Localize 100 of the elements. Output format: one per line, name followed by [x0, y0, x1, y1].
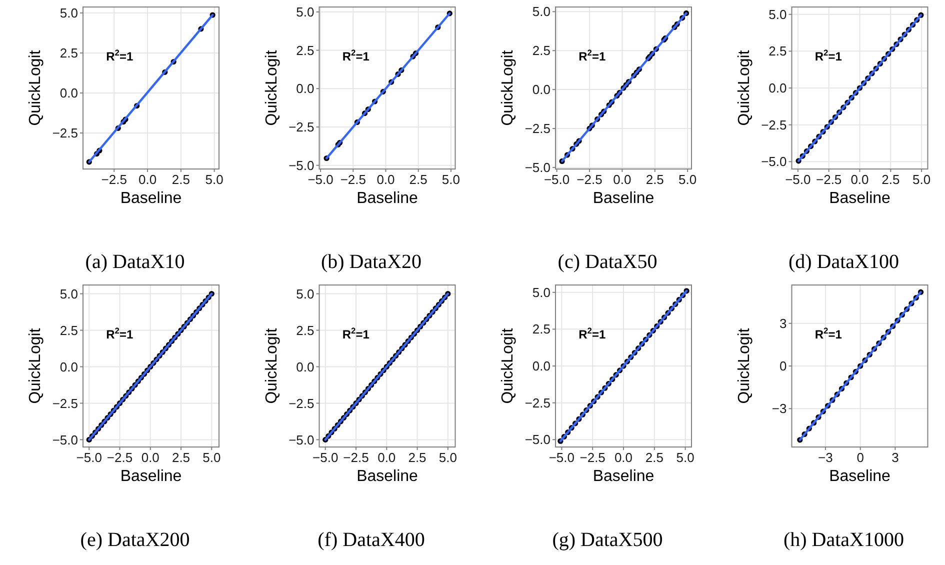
annotation: R$^{2}$=1: [814, 47, 842, 64]
y-tick-label: 2.5: [768, 44, 787, 59]
x-tick-label: −5.0: [548, 450, 575, 465]
x-tick-label: 2.5: [645, 450, 664, 465]
y-axis-title: QuickLogit: [736, 50, 753, 126]
y-tick-label: 5.0: [60, 286, 78, 302]
y-tick-label: −2.5: [524, 121, 550, 136]
text: (g) DataX500: [552, 529, 663, 551]
annotation: R$^{2}$=1: [342, 47, 370, 64]
y-tick-label: 3: [780, 316, 787, 331]
annotation: R$^{2}$=1: [106, 47, 134, 64]
x-axis-title: Baseline: [829, 468, 891, 485]
x-tick-label: 0.0: [138, 172, 157, 187]
x-tick-label: 5.0: [202, 450, 221, 465]
x-tick-label: −2.5: [106, 450, 133, 465]
y-tick-label: 0.0: [532, 358, 550, 374]
x-tick-label: 0.0: [613, 172, 632, 187]
y-tick-label: −5.0: [524, 160, 550, 175]
x-tick-label: 5.0: [205, 172, 224, 187]
y-tick-label: 5.0: [296, 4, 314, 20]
x-tick-label: 2.5: [646, 172, 664, 187]
x-axis-title: Baseline: [592, 468, 654, 485]
y-tick-label: 2.5: [296, 322, 314, 338]
y-tick-label: 0.0: [60, 86, 78, 101]
y-tick-label: −5.0: [288, 432, 314, 448]
text: (c) DataX50: [558, 251, 658, 273]
y-tick-label: −5.0: [524, 432, 550, 448]
x-tick-label: 2.5: [408, 450, 426, 465]
annotation: R$^{2}$=1: [578, 325, 606, 342]
text: (a) DataX10: [85, 251, 185, 273]
y-tick-label: −2.5: [288, 120, 314, 135]
x-tick-label: 3: [892, 450, 899, 465]
x-tick-label: 2.5: [409, 172, 428, 187]
y-axis-title: QuickLogit: [500, 50, 516, 126]
y-tick-label: 2.5: [532, 43, 550, 58]
text: (h) DataX1000: [783, 529, 904, 551]
y-tick-label: −2.5: [52, 396, 78, 411]
x-tick-label: 2.5: [882, 172, 900, 187]
y-axis-title: QuickLogit: [263, 328, 280, 404]
y-tick-label: 2.5: [532, 322, 550, 337]
x-tick-label: −2.5: [343, 450, 369, 465]
x-tick-label: 5.0: [912, 172, 931, 187]
y-tick-label: −2.5: [761, 117, 787, 132]
x-axis-title: Baseline: [829, 190, 891, 207]
annotation: R$^{2}$=1: [578, 47, 606, 64]
y-tick-label: 2.5: [60, 45, 78, 60]
x-tick-label: −2.5: [580, 450, 606, 465]
x-axis-title: Baseline: [120, 190, 182, 207]
text: (f) DataX400: [318, 529, 425, 551]
y-tick-label: 5.0: [532, 284, 550, 300]
y-tick-label: −5.0: [52, 432, 78, 448]
y-tick-label: 5.0: [60, 5, 78, 20]
x-tick-label: 0.0: [614, 450, 633, 465]
y-tick-label: 0.0: [60, 359, 78, 374]
y-tick-label: 5.0: [768, 6, 787, 22]
x-tick-label: 0.0: [376, 172, 395, 187]
x-tick-label: −2.5: [340, 172, 366, 187]
x-axis-title: Baseline: [356, 468, 418, 485]
x-tick-label: −2.5: [101, 172, 127, 187]
x-tick-label: 5.0: [438, 450, 457, 465]
x-tick-label: −3: [818, 450, 833, 465]
y-tick-label: 0.0: [532, 82, 550, 98]
annotation: R$^{2}$=1: [814, 325, 842, 342]
y-axis-title: QuickLogit: [500, 328, 516, 404]
y-axis-title: QuickLogit: [263, 50, 280, 126]
y-axis-title: QuickLogit: [736, 328, 753, 404]
y-tick-label: 2.5: [296, 42, 314, 58]
x-tick-label: 5.0: [442, 172, 460, 187]
x-tick-label: −5.0: [308, 172, 334, 187]
y-tick-label: 5.0: [296, 286, 314, 302]
y-axis-title: QuickLogit: [27, 328, 44, 404]
annotation: R$^{2}$=1: [106, 325, 134, 342]
y-axis-title: QuickLogit: [27, 50, 44, 126]
y-tick-label: −5.0: [761, 154, 787, 170]
x-axis-title: Baseline: [120, 468, 182, 485]
x-tick-label: −2.5: [576, 172, 602, 187]
y-tick-label: −2.5: [52, 126, 78, 141]
text: (d) DataX100: [788, 251, 900, 273]
x-tick-label: 0: [856, 450, 864, 465]
x-axis-title: Baseline: [356, 190, 418, 207]
x-tick-label: 2.5: [172, 172, 190, 187]
y-tick-label: 5.0: [532, 4, 550, 20]
x-tick-label: 2.5: [172, 450, 190, 465]
x-tick-label: 0.0: [141, 450, 160, 465]
text: (b) DataX20: [320, 251, 422, 273]
y-tick-label: −5.0: [288, 158, 314, 173]
y-tick-label: 0.0: [768, 80, 787, 96]
x-tick-label: 0.0: [850, 172, 869, 187]
y-tick-label: −2.5: [288, 396, 314, 411]
y-tick-label: 0.0: [296, 359, 314, 374]
y-tick-label: 0: [780, 358, 787, 374]
x-tick-label: −5.0: [76, 450, 102, 465]
text: (e) DataX200: [80, 529, 190, 551]
y-tick-label: −3: [772, 401, 787, 416]
y-tick-label: 0.0: [296, 81, 314, 96]
y-tick-label: −2.5: [524, 395, 550, 410]
x-tick-label: −5.0: [544, 172, 570, 187]
x-tick-label: −2.5: [816, 172, 842, 187]
annotation: R$^{2}$=1: [342, 325, 370, 342]
x-tick-label: 5.0: [676, 450, 694, 465]
